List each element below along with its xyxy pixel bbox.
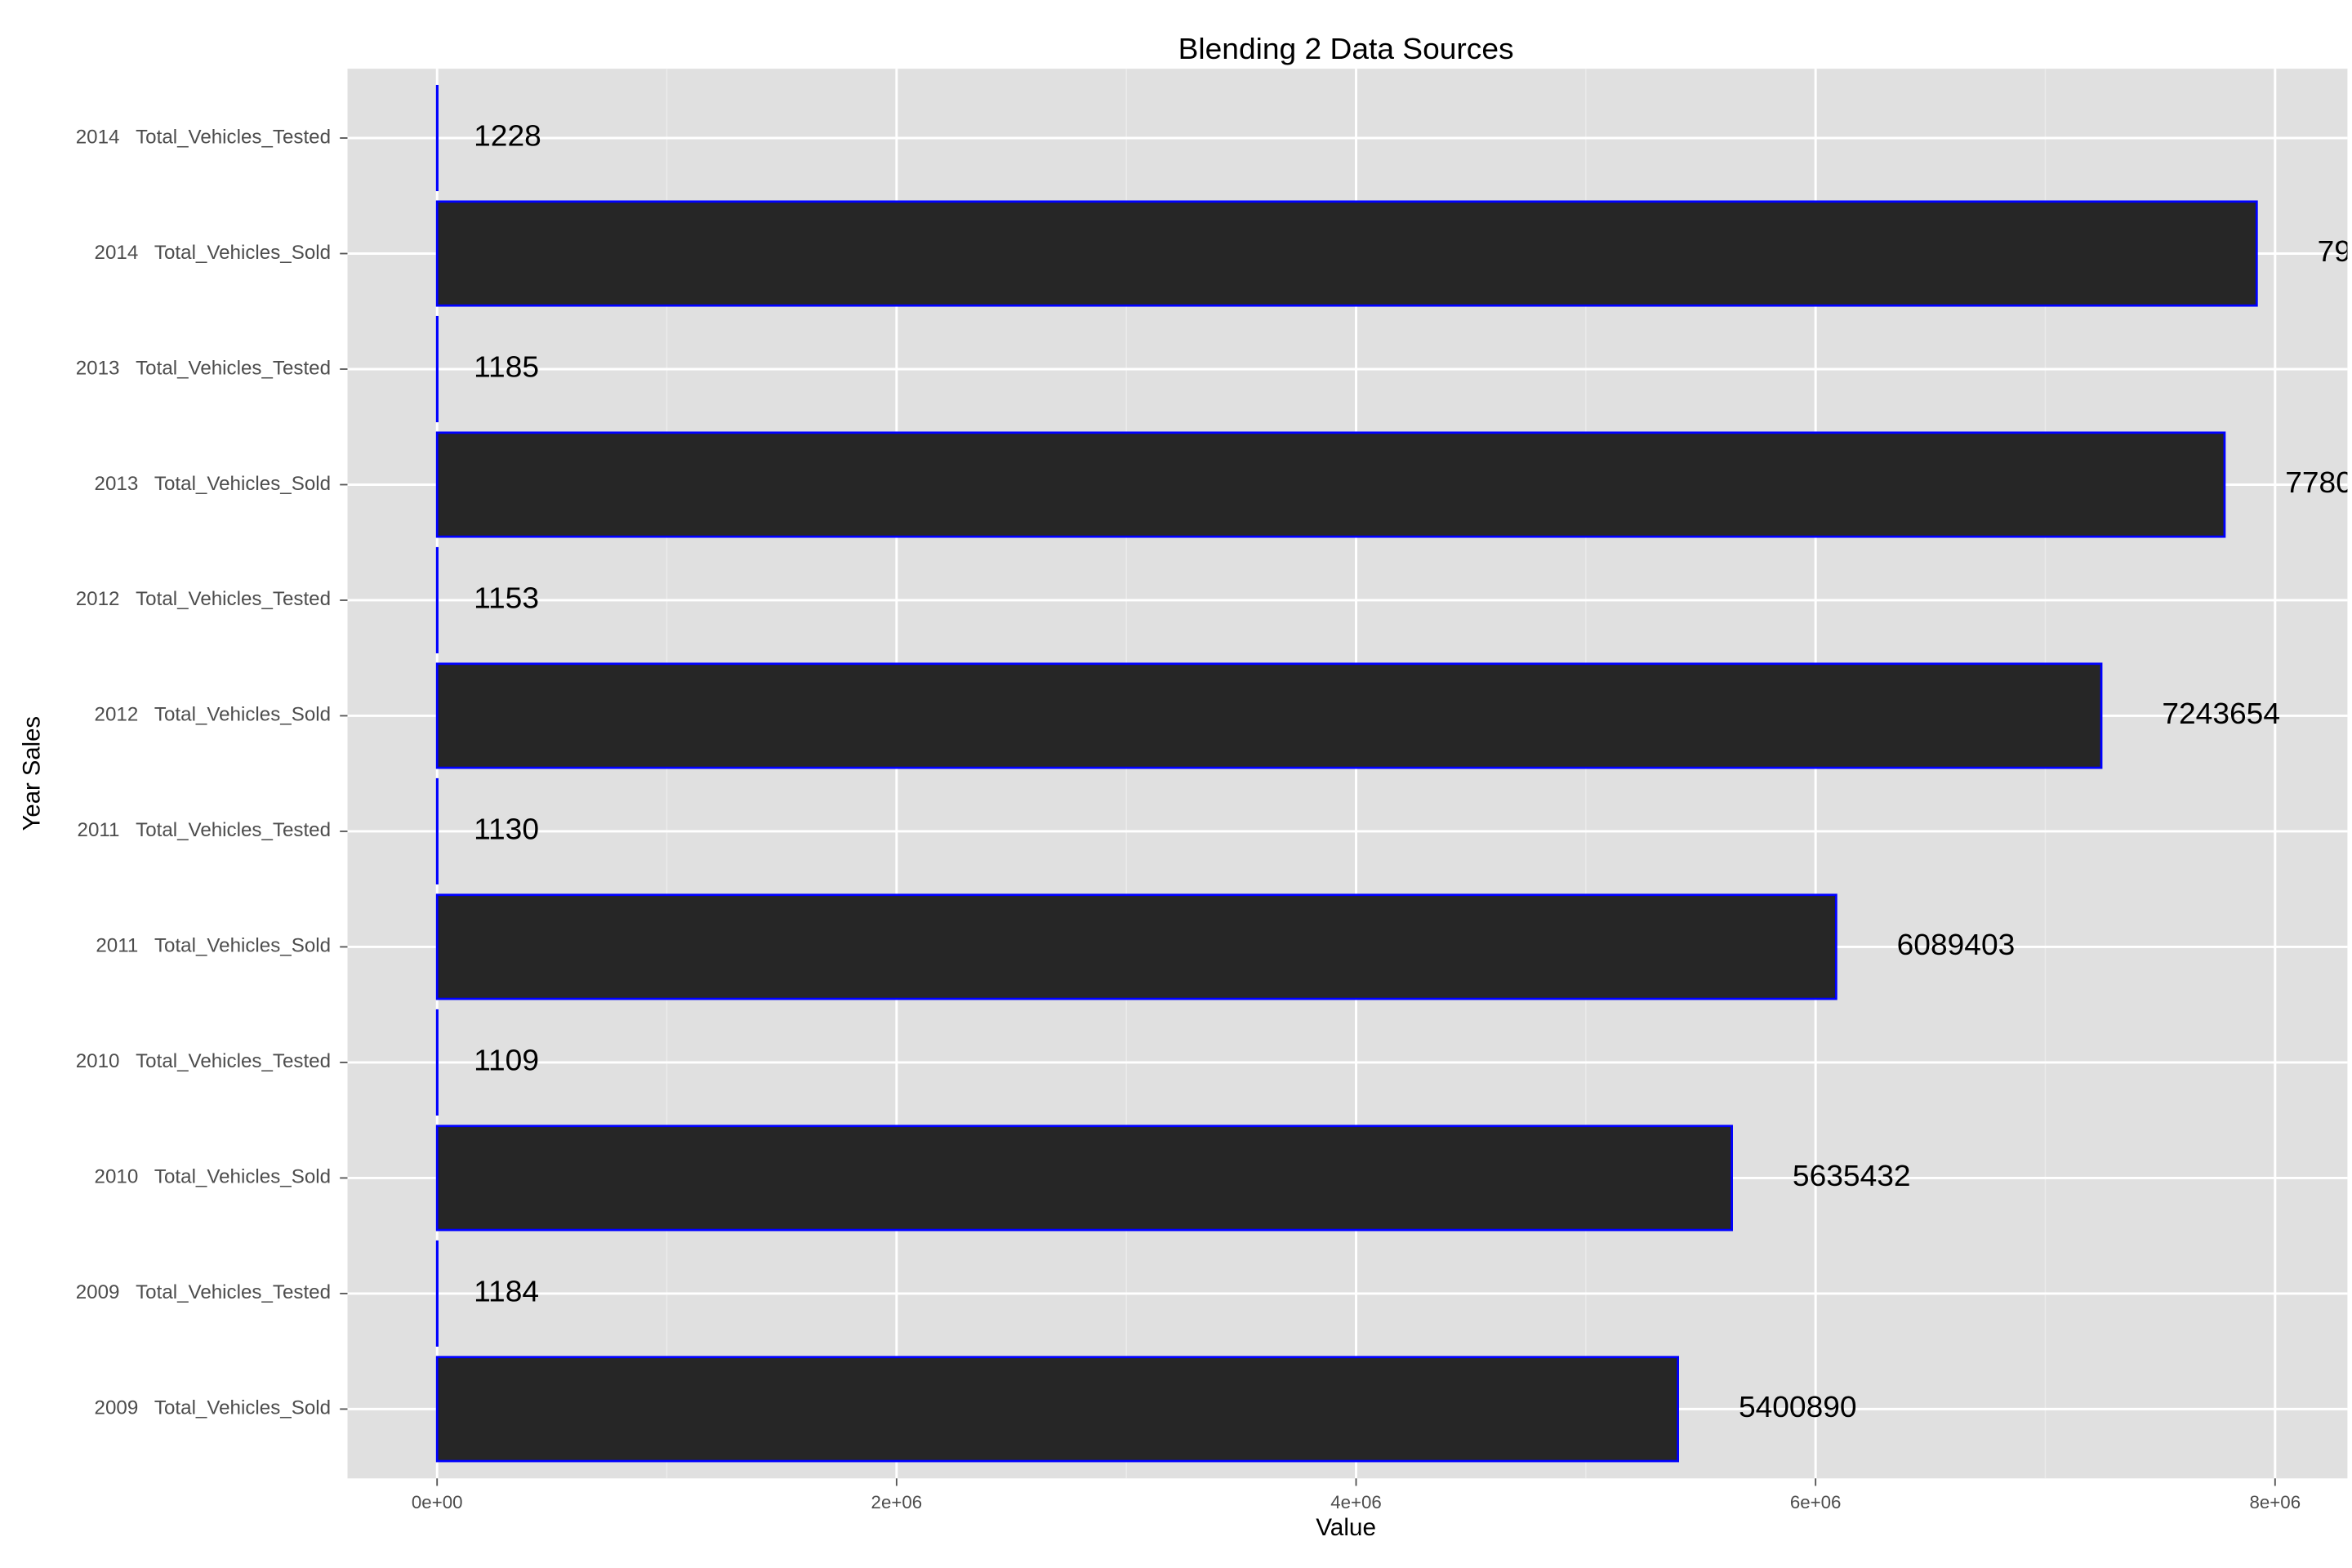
y-tick-label: 2009 Total_Vehicles_Sold: [95, 1397, 332, 1419]
value-label: 1228: [474, 119, 541, 153]
value-label: 1130: [474, 813, 539, 846]
value-label: 1184: [474, 1275, 539, 1308]
value-label: 7243654: [2162, 697, 2280, 730]
bar: [435, 662, 2103, 769]
y-tick-label: 2013 Total_Vehicles_Tested: [76, 357, 331, 379]
bar: [435, 893, 1838, 1000]
x-tick-label: 6e+06: [1790, 1492, 1842, 1512]
y-tick-label: 2012 Total_Vehicles_Sold: [95, 704, 332, 726]
marks: 5400890 1184 5635432 1109 6089403 1130 7243654…: [435, 84, 2352, 1463]
value-label: 6089403: [1897, 928, 2016, 961]
axes: 0e+00 2e+06 4e+06 6e+06 8e+06 2009 Total_Vehi…: [76, 126, 2301, 1512]
y-axis-label: Year Sales: [19, 716, 46, 831]
value-label: 7920000: [2318, 234, 2352, 268]
value-label: 5400890: [1739, 1390, 1857, 1423]
bar: [435, 1125, 1733, 1232]
x-tick-label: 4e+06: [1330, 1492, 1382, 1512]
x-axis-label: Value: [1316, 1514, 1376, 1541]
bar: [435, 200, 2258, 307]
y-tick-label: 2009 Total_Vehicles_Tested: [76, 1281, 331, 1303]
y-tick-label: 2013 Total_Vehicles_Sold: [95, 473, 332, 495]
chart-title: Blending 2 Data Sources: [1178, 32, 1514, 65]
bar: [435, 431, 2226, 538]
value-label: 1153: [474, 581, 539, 615]
value-label: 5635432: [1793, 1159, 1911, 1192]
x-tick-label: 8e+06: [2250, 1492, 2301, 1512]
y-tick-label: 2011 Total_Vehicles_Sold: [96, 935, 331, 957]
y-tick-label: 2014 Total_Vehicles_Tested: [76, 126, 331, 148]
value-label: 1109: [474, 1044, 539, 1077]
y-tick-label: 2010 Total_Vehicles_Sold: [95, 1166, 332, 1188]
y-tick-label: 2011 Total_Vehicles_Tested: [78, 819, 332, 841]
value-label: 1185: [474, 350, 539, 384]
x-tick-label: 2e+06: [871, 1492, 923, 1512]
y-tick-label: 2014 Total_Vehicles_Sold: [95, 242, 332, 264]
x-tick-label: 0e+00: [412, 1492, 463, 1512]
y-tick-label: 2012 Total_Vehicles_Tested: [76, 588, 331, 610]
y-tick-label: 2010 Total_Vehicles_Tested: [76, 1050, 331, 1072]
value-label: 7780000: [2285, 466, 2352, 499]
bar: [435, 1356, 1680, 1463]
